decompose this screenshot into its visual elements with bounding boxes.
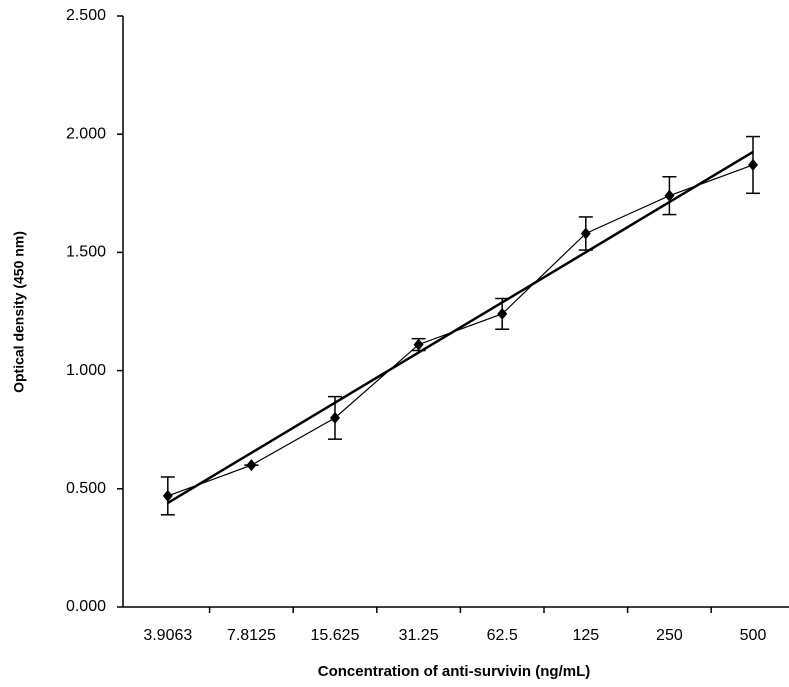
y-axis-title: Optical density (450 nm) bbox=[11, 231, 27, 393]
x-tick-label: 3.9063 bbox=[143, 627, 192, 644]
point bbox=[748, 159, 758, 171]
y-tick-label: 1.000 bbox=[66, 362, 106, 379]
y-tick-label: 0.000 bbox=[66, 598, 106, 615]
x-tick-label: 62.5 bbox=[487, 627, 518, 644]
x-tick-label: 31.25 bbox=[399, 627, 439, 644]
point bbox=[414, 339, 424, 351]
x-tick-label: 250 bbox=[656, 627, 683, 644]
point bbox=[330, 412, 340, 424]
x-tick-label: 15.625 bbox=[311, 627, 360, 644]
x-tick-label: 7.8125 bbox=[227, 627, 276, 644]
y-tick-label: 2.500 bbox=[66, 7, 106, 24]
point bbox=[246, 459, 256, 471]
x-axis-title: Concentration of anti-survivin (ng/mL) bbox=[318, 663, 591, 680]
y-tick-label: 0.500 bbox=[66, 480, 106, 497]
trend-line bbox=[168, 152, 753, 503]
y-tick-label: 2.000 bbox=[66, 125, 106, 142]
x-tick-label: 500 bbox=[740, 627, 767, 644]
y-tick-label: 1.500 bbox=[66, 244, 106, 261]
x-tick-label: 125 bbox=[572, 627, 599, 644]
point bbox=[581, 227, 591, 239]
chart: Concentration of anti-survivin (ng/mL) O… bbox=[0, 0, 789, 687]
point bbox=[497, 308, 507, 320]
